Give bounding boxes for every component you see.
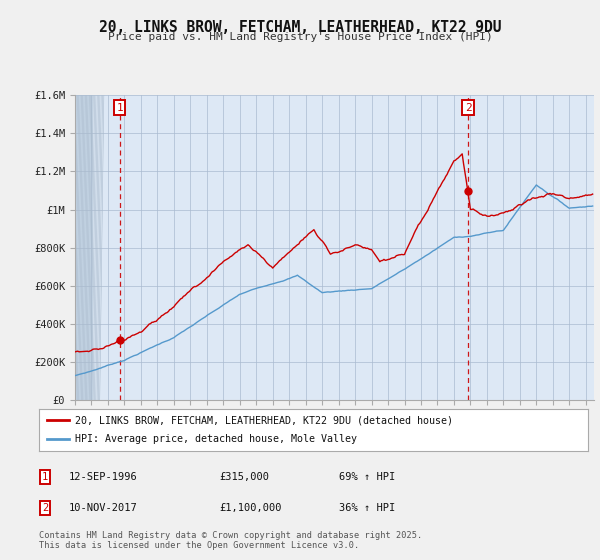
Text: 36% ↑ HPI: 36% ↑ HPI: [339, 503, 395, 513]
Text: 1: 1: [116, 103, 123, 113]
Text: 10-NOV-2017: 10-NOV-2017: [69, 503, 138, 513]
Text: 1: 1: [42, 472, 48, 482]
Text: 2: 2: [465, 103, 472, 113]
Text: Price paid vs. HM Land Registry's House Price Index (HPI): Price paid vs. HM Land Registry's House …: [107, 32, 493, 43]
Text: 69% ↑ HPI: 69% ↑ HPI: [339, 472, 395, 482]
Bar: [75, 95, 93, 400]
Text: £315,000: £315,000: [219, 472, 269, 482]
Text: 20, LINKS BROW, FETCHAM, LEATHERHEAD, KT22 9DU (detached house): 20, LINKS BROW, FETCHAM, LEATHERHEAD, KT…: [74, 415, 452, 425]
Text: £1,100,000: £1,100,000: [219, 503, 281, 513]
Text: 20, LINKS BROW, FETCHAM, LEATHERHEAD, KT22 9DU: 20, LINKS BROW, FETCHAM, LEATHERHEAD, KT…: [99, 20, 501, 35]
Text: HPI: Average price, detached house, Mole Valley: HPI: Average price, detached house, Mole…: [74, 435, 356, 445]
Text: Contains HM Land Registry data © Crown copyright and database right 2025.
This d: Contains HM Land Registry data © Crown c…: [39, 530, 422, 550]
Text: 12-SEP-1996: 12-SEP-1996: [69, 472, 138, 482]
Text: 2: 2: [42, 503, 48, 513]
